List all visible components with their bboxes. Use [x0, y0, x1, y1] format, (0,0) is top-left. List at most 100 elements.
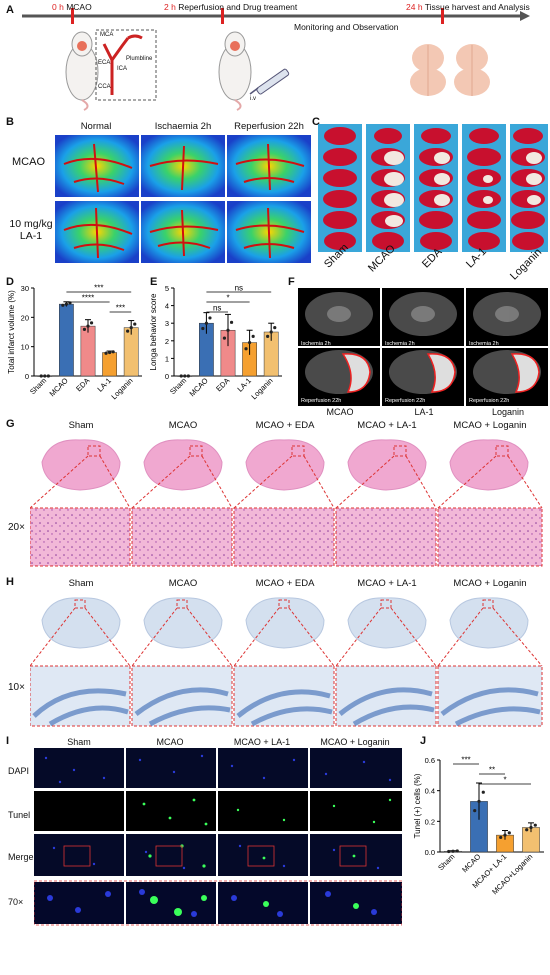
y-axis-label: Longa behavior score — [149, 293, 158, 370]
i-col-sham: Sham — [67, 737, 91, 747]
f-reperfusion-1: Reperfusion 22h — [301, 398, 342, 404]
data-point — [451, 849, 455, 853]
he-zoom-tile — [233, 507, 335, 567]
data-point — [186, 374, 190, 378]
data-point — [226, 328, 230, 332]
data-point — [108, 350, 112, 355]
nissl-zoom-tile — [335, 665, 437, 727]
he-zoom-tile — [437, 507, 543, 567]
laser-speckle-grid — [55, 135, 311, 263]
f-reperfusion-3: Reperfusion 22h — [469, 398, 510, 404]
panel-label-g: G — [6, 418, 15, 430]
data-point — [61, 303, 65, 307]
panel-label-i: I — [6, 735, 10, 747]
y-tick-label: 2 — [165, 337, 169, 346]
chart-infarct-volume: 0 10 20 30 Total infarct volume (%) Sham MCAO E… — [7, 284, 142, 401]
anat-eca: ECA — [98, 60, 111, 66]
i-row-merge: Merge — [8, 852, 34, 862]
rat-illustration — [65, 31, 99, 111]
data-point — [183, 374, 187, 378]
data-point — [507, 831, 511, 835]
y-tick-label: 4 — [165, 302, 169, 311]
y-tick-label: 20 — [21, 313, 29, 322]
f-ischemia-1: Ischemia 2h — [301, 341, 331, 347]
fluorescence-grid — [34, 748, 402, 972]
data-point — [104, 351, 108, 355]
h-col-sham: Sham — [68, 578, 94, 589]
data-point — [86, 324, 90, 328]
y-tick-label: 30 — [21, 284, 29, 293]
significance-label: ns — [235, 284, 243, 293]
panel-label-f: F — [288, 276, 295, 288]
h-col-loganin: MCAO + Loganin — [453, 578, 527, 589]
y-tick-label: 0 — [165, 372, 169, 381]
data-point — [481, 790, 485, 794]
timeline-0h-label: MCAO — [66, 2, 92, 12]
mri-grid — [298, 288, 548, 406]
anat-mca: MCA — [100, 32, 114, 38]
b-col-reperfusion: Reperfusion 22h — [234, 121, 304, 132]
category-label: EDA — [74, 376, 91, 393]
g-magnification: 20× — [8, 522, 25, 533]
category-label: EDA — [214, 376, 231, 393]
anat-cca: CCA — [98, 84, 111, 90]
timeline-24h-label: Tissue harvest and Analysis — [424, 2, 530, 12]
panel-label-b: B — [6, 116, 14, 128]
g-col-eda: MCAO + EDA — [255, 420, 315, 431]
panel-label-h: H — [6, 576, 14, 588]
significance-label: **** — [82, 294, 94, 303]
significance-label: *** — [94, 284, 103, 293]
i-col-mcao: MCAO — [156, 737, 184, 747]
data-point — [179, 374, 183, 378]
chart-longa-score: 0 1 2 3 4 5 Longa behavior score Sham MCAO EDA LA-… — [149, 284, 282, 401]
data-point — [447, 849, 451, 854]
artery-diagram — [102, 34, 143, 95]
g-col-mcao: MCAO — [168, 420, 198, 431]
data-point — [229, 320, 234, 324]
f-ischemia-3: Ischemia 2h — [469, 341, 499, 347]
y-tick-label: 0.6 — [425, 756, 435, 765]
f-ischemia-2: Ischemia 2h — [385, 341, 415, 347]
b-row-mcao: MCAO — [12, 156, 45, 168]
category-label: Sham — [168, 376, 188, 396]
h-col-mcao: MCAO — [168, 578, 198, 589]
g-col-la1: MCAO + LA-1 — [357, 420, 417, 431]
category-label: LA-1 — [235, 376, 253, 394]
y-tick-label: 0.4 — [425, 787, 435, 796]
syringe-icon — [249, 68, 290, 95]
he-zoom-tile — [131, 507, 233, 567]
he-stain-grid — [30, 439, 543, 567]
ttc-slices — [318, 124, 548, 252]
b-col-ischaemia: Ischaemia 2h — [154, 121, 212, 132]
nissl-stain-grid — [30, 597, 543, 727]
data-point — [129, 326, 133, 330]
i-col-loganin: MCAO + Loganin — [320, 737, 390, 747]
data-point — [273, 326, 277, 330]
data-point — [46, 374, 50, 378]
anat-plumbline: Plumbline — [126, 56, 153, 62]
he-zoom-tile — [30, 507, 131, 567]
he-zoom-tile — [335, 507, 437, 567]
significance-label: *** — [461, 756, 470, 765]
data-point — [111, 350, 115, 354]
i-row-70x: 70× — [8, 897, 24, 907]
f-reperfusion-2: Reperfusion 22h — [385, 398, 426, 404]
category-label: MCAO — [460, 852, 482, 874]
y-tick-label: 10 — [21, 343, 29, 352]
iv-label: i.v — [250, 96, 256, 102]
data-point — [204, 321, 208, 325]
panel-label-c: C — [312, 116, 320, 128]
data-point — [89, 321, 94, 325]
h-col-eda: MCAO + EDA — [255, 578, 315, 589]
significance-label: ns — [213, 304, 221, 313]
f-col-loganin: Loganin — [491, 407, 525, 417]
bar — [80, 325, 96, 377]
significance-label: * — [226, 294, 229, 303]
i-col-la1: MCAO + LA-1 — [233, 737, 291, 747]
data-point — [266, 334, 270, 338]
y-axis-label: Total infarct volume (%) — [7, 290, 16, 374]
data-point — [43, 374, 47, 378]
timeline-2h: 2 h — [164, 2, 176, 12]
g-col-sham: Sham — [68, 420, 94, 431]
